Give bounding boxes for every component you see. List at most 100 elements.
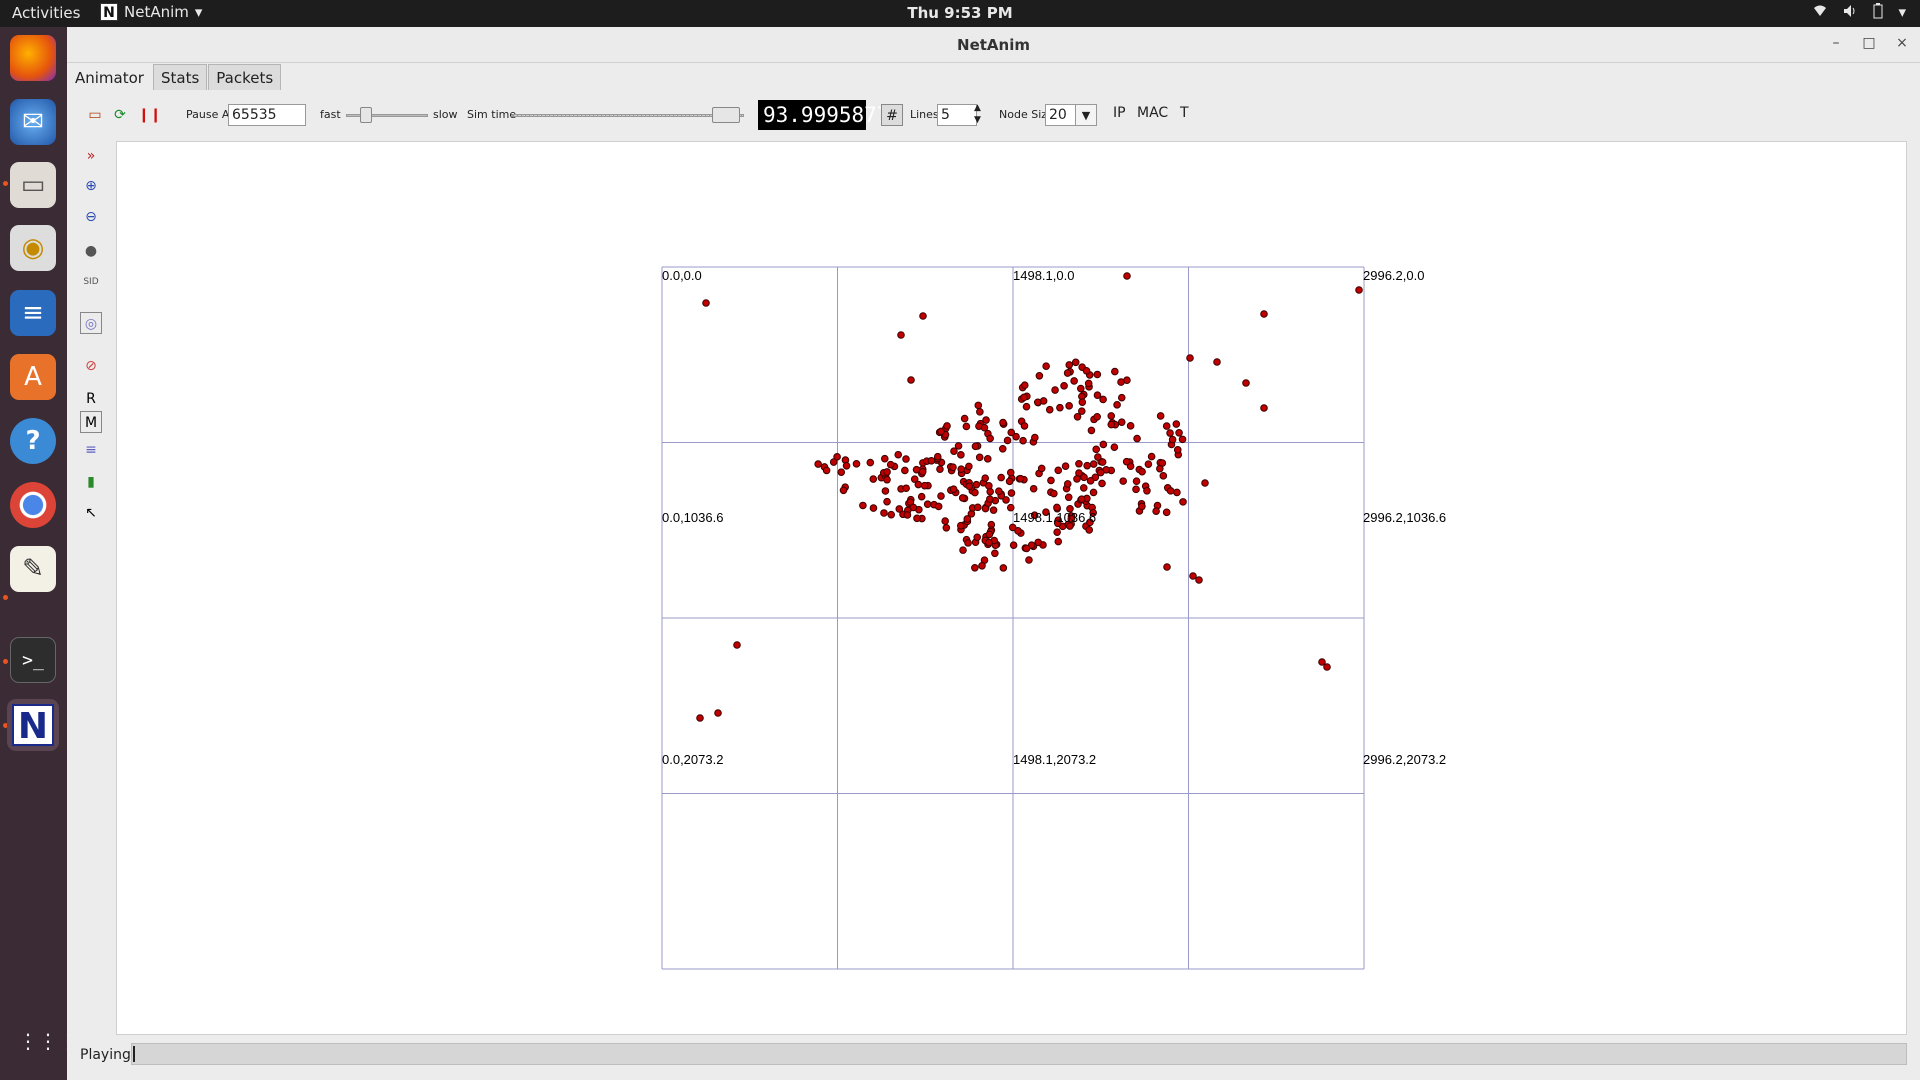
node — [883, 497, 891, 506]
node — [1093, 391, 1102, 399]
netanim-icon[interactable]: N — [7, 699, 59, 751]
node — [965, 462, 973, 471]
node — [1042, 508, 1050, 516]
help-icon[interactable]: ? — [10, 418, 56, 464]
node — [1065, 361, 1074, 369]
node — [971, 442, 980, 451]
node — [880, 509, 888, 517]
cursor-coordinates-icon[interactable]: ↖ — [85, 505, 97, 521]
node — [1006, 503, 1015, 512]
node-size-select[interactable]: 20 — [1045, 104, 1079, 126]
node — [976, 408, 984, 416]
node — [962, 422, 971, 431]
node — [1323, 663, 1331, 671]
activities-button[interactable]: Activities — [12, 4, 81, 22]
node — [1079, 484, 1088, 492]
node — [958, 494, 967, 502]
close-icon[interactable]: × — [1896, 35, 1908, 51]
no-packets-icon[interactable]: ⊘ — [85, 358, 97, 374]
zoom-out-icon[interactable]: ⊖ — [85, 209, 97, 225]
node — [1030, 511, 1039, 520]
speed-slider[interactable] — [346, 104, 428, 126]
status-field — [131, 1043, 1907, 1065]
chrome-icon[interactable] — [10, 482, 56, 528]
software-center-icon[interactable]: A — [10, 354, 56, 400]
node — [1173, 488, 1181, 497]
clock[interactable]: Thu 9:53 PM — [907, 4, 1013, 22]
t-toggle[interactable]: T — [1180, 105, 1189, 121]
node — [1156, 464, 1164, 473]
node — [1143, 486, 1151, 495]
meta-toggle[interactable]: M — [80, 411, 102, 433]
rhythmbox-icon[interactable]: ◉ — [10, 225, 56, 271]
wireless-circles-icon[interactable]: ◎ — [80, 312, 102, 334]
grid-label-mr: 2996.2,1036.6 — [1363, 510, 1446, 525]
thunderbird-icon[interactable]: ✉ — [10, 99, 56, 145]
pause-icon[interactable]: ❙❙ — [138, 107, 162, 123]
node — [1022, 544, 1031, 553]
files-icon[interactable]: ▭ — [10, 162, 56, 208]
packet-list-icon[interactable]: ≡ — [85, 442, 97, 458]
animation-canvas[interactable]: 0.0,0.0 1498.1,0.0 2996.2,0.0 0.0,1036.6… — [116, 141, 1907, 1035]
netanim-icon-letter: N — [12, 704, 54, 747]
maximize-icon[interactable]: □ — [1862, 35, 1876, 51]
node-id-icon[interactable]: ● — [84, 243, 98, 259]
node — [1067, 515, 1076, 523]
routing-toggle[interactable]: R — [86, 391, 96, 407]
node — [1089, 488, 1098, 497]
menu-caret-icon[interactable]: ▾ — [1898, 3, 1906, 21]
battery-level-icon[interactable]: ▮ — [87, 474, 95, 490]
show-apps-icon[interactable]: ⋮⋮⋮ — [18, 1029, 78, 1053]
tab-packets[interactable]: Packets — [208, 64, 282, 90]
system-tray[interactable]: ▾ — [1812, 3, 1906, 23]
node — [1117, 393, 1126, 402]
lines-spinbox[interactable]: 5 — [937, 104, 977, 126]
mac-toggle[interactable]: MAC — [1137, 105, 1169, 121]
netanim-app-icon: N — [100, 3, 118, 21]
volume-icon[interactable] — [1842, 3, 1858, 23]
tab-animator[interactable]: Animator — [67, 64, 152, 90]
node — [1089, 460, 1098, 468]
node — [1003, 436, 1012, 445]
terminal-icon[interactable]: >_ — [10, 637, 56, 683]
slow-label: slow — [433, 108, 458, 121]
node — [880, 454, 889, 463]
reload-icon[interactable]: ⟳ — [114, 107, 126, 123]
chevron-down-icon[interactable]: ▼ — [1075, 104, 1097, 126]
open-file-icon[interactable]: ▭ — [88, 107, 102, 123]
node — [1260, 310, 1268, 318]
node — [1076, 384, 1085, 393]
node — [917, 492, 926, 501]
libreoffice-writer-icon[interactable]: ≡ — [10, 290, 56, 336]
node — [1034, 538, 1042, 547]
grid-labels: 0.0,0.0 1498.1,0.0 2996.2,0.0 0.0,1036.6… — [662, 268, 1446, 767]
node — [964, 539, 972, 547]
node — [957, 465, 966, 473]
node — [918, 467, 927, 476]
zoom-in-icon[interactable]: ⊕ — [85, 178, 97, 194]
grid-toggle-icon[interactable]: # — [881, 104, 903, 126]
node — [1168, 435, 1177, 444]
text-editor-icon[interactable]: ✎ — [10, 546, 56, 592]
node — [975, 453, 984, 462]
minimize-icon[interactable]: – — [1832, 35, 1840, 51]
firefox-icon[interactable] — [10, 35, 56, 81]
app-menu-label: NetAnim — [124, 3, 189, 21]
battery-icon[interactable] — [1872, 3, 1884, 23]
lines-stepper-icon[interactable]: ▲ ▼ — [974, 103, 981, 125]
wifi-icon[interactable] — [1812, 3, 1828, 23]
node — [1037, 464, 1046, 473]
ip-toggle[interactable]: IP — [1113, 105, 1126, 121]
app-menu[interactable]: N NetAnim ▾ — [100, 3, 202, 21]
node — [822, 466, 831, 475]
node-sysid-icon[interactable]: SID — [83, 277, 99, 287]
side-toolbar: » ⊕ ⊖ ● SID ◎ ⊘ R M ≡ ▮ ↖ — [67, 138, 114, 1058]
fast-forward-icon[interactable]: » — [86, 148, 96, 164]
grid-label-tr: 2996.2,0.0 — [1363, 268, 1424, 283]
sim-time-slider[interactable] — [512, 104, 744, 126]
node — [1056, 403, 1064, 412]
tab-stats[interactable]: Stats — [152, 64, 208, 90]
pause-at-input[interactable]: 65535 — [228, 104, 306, 126]
node — [1138, 502, 1146, 511]
node — [1119, 477, 1127, 485]
